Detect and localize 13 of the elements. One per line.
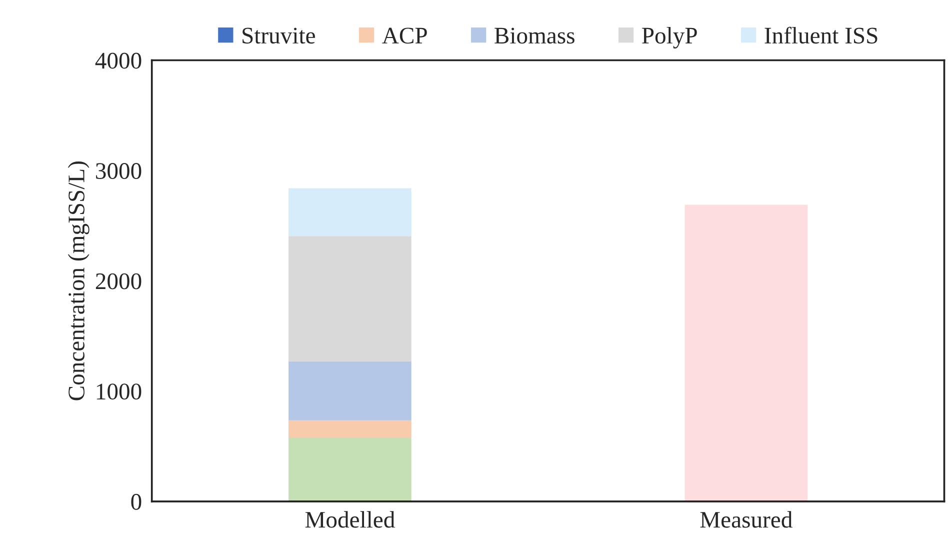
x-tick-label: Measured [700,511,792,528]
legend-label: Biomass [494,28,574,44]
legend-label: Influent ISS [764,26,878,44]
x-tick-label: Modelled [305,511,395,528]
y-tick-label: 3000 [96,163,142,179]
y-axis-title: Concentration (mgISS/L) [68,162,90,400]
y-tick-label: 1000 [96,384,142,400]
legend-label: ACP [382,28,427,44]
legend-label: PolyP [642,26,697,48]
legend-label: Struvite [242,28,315,44]
y-tick-label: 4000 [95,52,142,69]
y-tick-label: 0 [131,494,142,510]
y-tick-label: 2000 [96,273,142,290]
